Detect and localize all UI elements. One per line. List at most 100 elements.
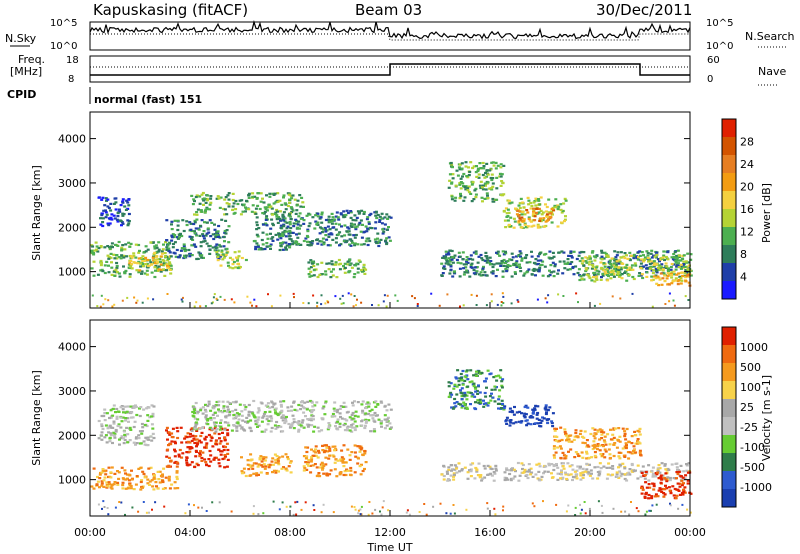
data-cell <box>476 169 480 173</box>
data-cell <box>351 417 355 420</box>
data-cell <box>652 488 656 491</box>
data-cell <box>595 266 599 269</box>
data-cell <box>594 277 598 280</box>
data-cell <box>584 269 588 273</box>
data-cell <box>220 251 224 254</box>
data-cell <box>364 418 368 421</box>
data-cell <box>183 437 187 440</box>
data-cell <box>333 401 337 404</box>
data-cell <box>106 427 110 430</box>
colorbar-segment <box>722 489 736 508</box>
data-cell <box>294 501 297 504</box>
data-cell <box>269 205 273 208</box>
data-cell <box>288 215 292 218</box>
data-cell <box>508 472 512 476</box>
data-cell <box>349 244 353 247</box>
data-cell <box>316 212 320 215</box>
data-cell <box>482 464 486 468</box>
data-cell <box>322 405 326 408</box>
data-cell <box>677 254 681 257</box>
data-cell <box>597 474 601 477</box>
data-cell <box>585 445 589 448</box>
data-cell <box>129 255 133 258</box>
data-cell <box>198 439 202 442</box>
data-cell <box>201 506 203 509</box>
data-cell <box>377 240 381 243</box>
data-cell <box>482 399 485 402</box>
data-cell <box>163 255 167 258</box>
data-cell <box>323 226 327 230</box>
data-cell <box>564 215 567 218</box>
data-cell <box>374 214 378 217</box>
data-cell <box>636 464 640 467</box>
data-cell <box>500 380 504 383</box>
data-cell <box>656 468 660 471</box>
data-cell <box>449 474 453 477</box>
data-cell <box>491 272 495 275</box>
data-cell <box>643 474 647 477</box>
data-cell <box>579 512 582 515</box>
data-cell <box>115 266 119 270</box>
data-cell <box>122 265 125 268</box>
data-cell <box>123 205 127 208</box>
data-cell <box>352 234 356 237</box>
data-cell <box>169 272 173 275</box>
data-cell <box>272 202 276 205</box>
data-cell <box>527 199 531 202</box>
data-cell <box>120 224 123 227</box>
data-cell <box>223 240 226 243</box>
data-cell <box>365 237 369 240</box>
data-cell <box>618 435 622 438</box>
data-cell <box>128 245 132 248</box>
data-cell <box>166 438 169 441</box>
data-cell <box>458 182 462 185</box>
data-cell <box>585 450 588 453</box>
data-cell <box>507 469 511 472</box>
data-cell <box>677 489 681 492</box>
data-cell <box>121 222 125 225</box>
data-cell <box>230 510 233 513</box>
data-cell <box>215 197 219 200</box>
data-cell <box>679 277 683 280</box>
data-cell <box>566 436 570 439</box>
data-cell <box>647 483 651 486</box>
data-cell <box>642 474 646 477</box>
data-cell <box>535 417 539 420</box>
data-cell <box>656 467 660 470</box>
data-cell <box>276 192 280 195</box>
data-cell <box>638 427 642 430</box>
data-cell <box>343 470 347 473</box>
data-cell <box>127 241 131 244</box>
data-cell <box>112 253 116 256</box>
data-cell <box>566 262 570 265</box>
data-cell <box>113 472 117 475</box>
data-cell <box>598 428 602 431</box>
data-cell <box>460 167 464 170</box>
data-cell <box>561 451 565 454</box>
data-cell <box>117 477 121 480</box>
data-cell <box>578 432 582 435</box>
data-cell <box>537 207 541 210</box>
data-cell <box>517 220 521 223</box>
data-cell <box>268 410 272 413</box>
data-cell <box>649 267 652 270</box>
data-cell <box>605 477 609 480</box>
data-cell <box>684 269 688 272</box>
data-cell <box>318 217 322 220</box>
data-cell <box>602 269 606 272</box>
data-cell <box>374 400 378 403</box>
data-cell <box>548 269 551 272</box>
data-cell <box>486 369 490 372</box>
data-cell <box>520 259 524 262</box>
data-cell <box>184 512 187 515</box>
data-cell <box>676 482 680 485</box>
data-cell <box>203 458 207 461</box>
data-cell <box>128 484 132 487</box>
data-cell <box>677 507 680 510</box>
data-cell <box>350 505 353 508</box>
data-cell <box>307 423 311 426</box>
data-cell <box>261 231 265 234</box>
data-cell <box>544 210 548 213</box>
data-cell <box>521 201 525 204</box>
